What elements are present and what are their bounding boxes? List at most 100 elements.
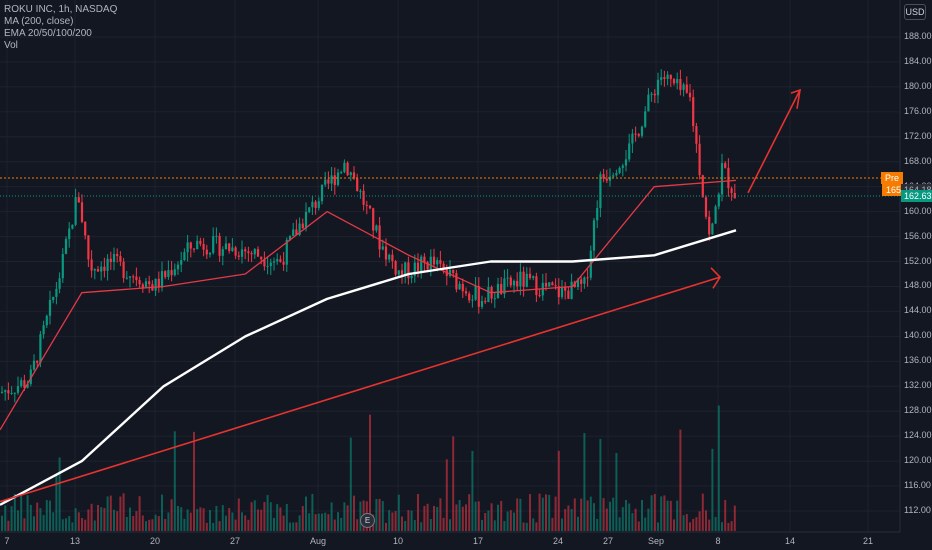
volume-bar (13, 493, 16, 531)
volume-bar (68, 516, 71, 531)
candle-body (608, 176, 612, 181)
volume-bar (490, 503, 493, 531)
volume-indicator-label[interactable]: Vol (4, 40, 18, 51)
volume-bar (522, 522, 525, 531)
volume-bar (685, 513, 688, 531)
volume-bar (55, 474, 58, 531)
price-tick-label: 132.00 (904, 380, 932, 391)
volume-bar (682, 515, 685, 531)
volume-bar (426, 503, 429, 531)
volume-bar (557, 450, 560, 531)
volume-bar (109, 495, 112, 531)
candle-body (407, 262, 410, 279)
volume-bar (234, 519, 237, 531)
candle-body (32, 360, 36, 370)
candle-body (336, 172, 340, 185)
candle-body (295, 229, 298, 235)
candle-body (346, 162, 349, 176)
candle-body (301, 223, 304, 229)
time-tick-label: 8 (715, 536, 721, 546)
volume-bar (695, 517, 698, 531)
candle-body (7, 390, 10, 394)
candle-body (272, 261, 276, 263)
volume-bar (138, 496, 141, 531)
candle-body (378, 225, 381, 250)
ema-indicator-label[interactable]: EMA 20/50/100/200 (4, 28, 92, 39)
candle-body (77, 197, 80, 203)
price-tick-label: 168.00 (904, 155, 932, 166)
candle-body (231, 247, 234, 252)
candle-body (176, 264, 180, 270)
volume-bar (701, 493, 704, 531)
volume-bar (10, 506, 13, 531)
volume-bar (39, 508, 42, 531)
candle-body (688, 92, 692, 98)
volume-bar (730, 521, 733, 531)
candle-body (215, 235, 218, 237)
currency-button[interactable]: USD (904, 4, 926, 20)
volume-bar (349, 437, 352, 531)
candle-body (327, 179, 330, 184)
volume-bar (596, 518, 599, 531)
candle-body (157, 278, 160, 288)
volume-bar (196, 509, 199, 531)
volume-bar (61, 519, 64, 531)
symbol-title[interactable]: ROKU INC, 1h, NASDAQ (4, 4, 118, 15)
candle-body (650, 93, 653, 95)
volume-bar (375, 499, 378, 531)
volume-bar (570, 509, 573, 531)
pre-market-price-tag: Pre165.49 (881, 172, 932, 196)
volume-bar (605, 508, 608, 531)
candle-body (356, 178, 359, 191)
volume-bar (113, 509, 115, 531)
volume-bar (205, 522, 208, 531)
volume-bar (167, 512, 170, 531)
volume-bar (173, 431, 176, 531)
candle-body (400, 270, 404, 276)
volume-bar (282, 515, 285, 531)
volume-bar (337, 512, 339, 531)
volume-bar (449, 519, 451, 531)
volume-bar (65, 518, 67, 531)
time-tick-label: 13 (69, 536, 81, 546)
volume-bar (58, 457, 61, 531)
candle-body (221, 249, 224, 256)
volume-bar (417, 493, 419, 531)
candle-body (42, 325, 45, 335)
ma-indicator-label[interactable]: MA (200, close) (4, 16, 74, 27)
candle-body (0, 391, 4, 393)
volume-bar (324, 512, 327, 531)
candle-body (631, 133, 634, 144)
candle-body (202, 243, 205, 250)
candle-body (647, 94, 650, 112)
volume-bar (445, 459, 448, 531)
candle-body (298, 223, 301, 235)
volume-bar (164, 518, 167, 531)
upward-arrow (747, 89, 801, 194)
candle-body (375, 225, 378, 231)
volume-bar (23, 518, 26, 531)
candle-body (52, 296, 55, 300)
time-tick-label: 17 (472, 536, 484, 546)
candle-body (208, 252, 212, 255)
price-tick-label: 136.00 (904, 355, 932, 366)
volume-bar (583, 433, 586, 531)
candle-body (548, 282, 551, 287)
volume-bar (193, 431, 195, 531)
volume-bar (660, 496, 663, 531)
candle-body (640, 126, 644, 136)
volume-bar (77, 512, 80, 531)
candle-body (538, 295, 541, 297)
earnings-icon[interactable]: E (360, 513, 375, 528)
volume-bar (599, 438, 602, 531)
volume-bar (673, 519, 675, 531)
volume-bar (577, 516, 579, 531)
volume-bar (397, 494, 400, 531)
candle-body (196, 240, 199, 250)
volume-bar (602, 498, 605, 531)
candle-body (714, 206, 717, 224)
volume-bar (29, 504, 32, 531)
volume-bar (7, 520, 10, 531)
candle-body (458, 283, 461, 290)
